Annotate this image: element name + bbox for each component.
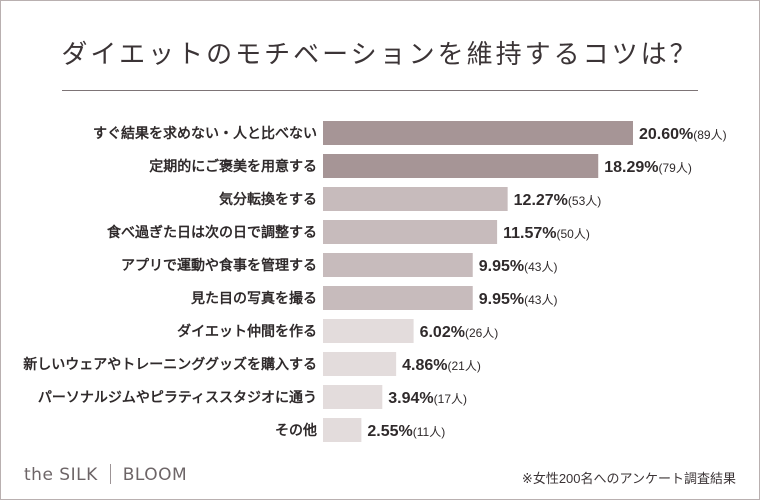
value-count: (26人) <box>465 326 498 340</box>
value-percent: 11.57% <box>503 225 556 242</box>
value-label: 6.02%(26人) <box>420 324 499 341</box>
bar <box>323 253 473 277</box>
value-percent: 12.27% <box>514 192 568 209</box>
chart-title: ダイエットのモチベーションを維持するコツは？ <box>61 40 699 70</box>
category-label: すぐ結果を求めない・人と比べない <box>93 125 317 141</box>
category-label: ダイエット仲間を作る <box>177 323 317 339</box>
bar <box>323 385 383 409</box>
brand-separator <box>109 464 111 484</box>
category-label: アプリで運動や食事を管理する <box>121 257 317 273</box>
value-count: (43人) <box>524 293 557 307</box>
value-count: (21人) <box>448 359 481 373</box>
value-percent: 20.60% <box>639 126 693 143</box>
bar <box>323 418 362 442</box>
bar <box>323 187 508 211</box>
survey-footnote: ※女性200名へのアンケート調査結果 <box>521 471 736 486</box>
category-label: 気分転換をする <box>219 191 317 207</box>
bar <box>323 319 414 343</box>
category-label: 新しいウェアやトレーニンググッズを購入する <box>23 356 317 372</box>
category-label: 見た目の写真を撮る <box>190 290 317 306</box>
category-label: その他 <box>275 422 317 438</box>
value-percent: 9.95% <box>479 291 524 308</box>
value-count: (79人) <box>659 161 692 175</box>
brand-logo: the SILK BLOOM <box>24 464 187 485</box>
value-label: 9.95%(43人) <box>479 258 558 275</box>
bar <box>323 352 397 376</box>
title-divider <box>62 90 698 91</box>
value-percent: 3.94% <box>388 390 433 407</box>
value-label: 12.27%(53人) <box>514 192 602 209</box>
value-label: 20.60%(89人) <box>639 126 727 143</box>
value-percent: 4.86% <box>402 357 447 374</box>
value-count: (11人) <box>413 425 445 439</box>
value-label: 11.57%(50人) <box>503 225 590 242</box>
brand-right: BLOOM <box>122 465 188 485</box>
category-label: パーソナルジムやピラティススタジオに通う <box>38 389 317 405</box>
value-label: 18.29%(79人) <box>604 159 692 176</box>
category-label: 食べ過ぎた日は次の日で調整する <box>107 224 317 240</box>
category-label: 定期的にご褒美を用意する <box>149 158 317 174</box>
value-count: (43人) <box>524 260 557 274</box>
value-percent: 18.29% <box>604 159 658 176</box>
bar <box>323 121 633 145</box>
value-percent: 6.02% <box>420 324 465 341</box>
bar <box>323 220 498 244</box>
value-percent: 2.55% <box>367 423 412 440</box>
value-label: 3.94%(17人) <box>388 390 467 407</box>
bar <box>323 286 473 310</box>
value-count: (53人) <box>568 194 601 208</box>
value-count: (17人) <box>434 392 467 406</box>
value-count: (50人) <box>557 227 590 241</box>
value-label: 2.55%(11人) <box>367 423 445 440</box>
brand-left: the SILK <box>24 465 98 485</box>
bar <box>323 154 599 178</box>
value-label: 9.95%(43人) <box>479 291 558 308</box>
value-label: 4.86%(21人) <box>402 357 481 374</box>
value-percent: 9.95% <box>479 258 524 275</box>
value-count: (89人) <box>693 128 726 142</box>
